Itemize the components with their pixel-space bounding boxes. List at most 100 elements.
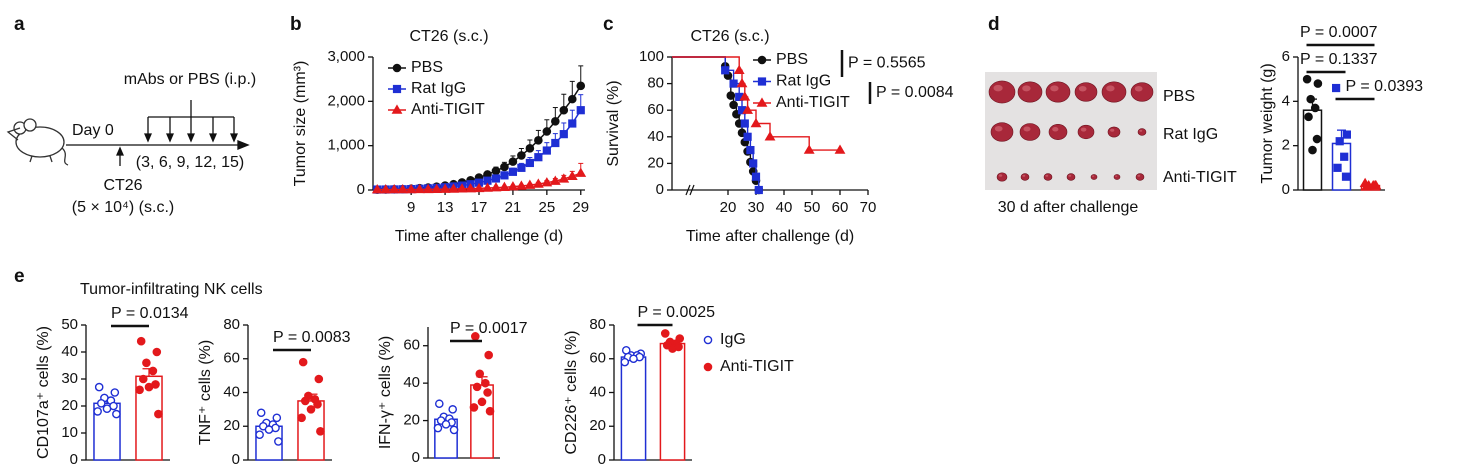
x-tick-label: 29 [572,199,589,216]
p-value: P = 0.0007 [1300,24,1378,41]
marker [472,382,482,392]
p-value: P = 0.0025 [638,304,716,321]
tumor-highlight [1110,128,1115,132]
p-value: P = 0.0083 [273,329,351,346]
y-tick-label: 0 [232,451,240,468]
tumor-highlight [998,174,1003,177]
marker [136,336,146,346]
chart-title: CT26 (s.c.) [409,28,488,45]
marker [729,100,738,110]
tumor [1130,82,1154,102]
x-tick-label: 60 [832,199,849,216]
marker [764,131,776,141]
panel-title: Tumor-infiltrating NK cells [80,281,263,298]
marker [441,420,451,429]
x-tick-label: 50 [804,199,821,216]
y-axis-label: CD107a⁺ cells (%) [35,326,52,459]
marker [274,437,283,446]
marker [750,117,762,128]
y-tick-label: 80 [647,75,664,92]
marker [491,166,501,176]
y-tick-label: 1,000 [327,137,365,154]
marker [142,358,151,368]
legend-label: Rat IgG [411,80,466,97]
marker [576,106,585,115]
y-tick-label: 0 [70,451,78,468]
marker [449,425,459,435]
y-tick-label: 60 [589,350,606,367]
marker [703,362,713,372]
marker [392,63,402,73]
x-tick-label: 20 [720,199,737,216]
marker [110,388,120,397]
marker [391,104,403,114]
tumor-highlight [1045,174,1049,177]
marker [549,175,561,185]
y-tick-label: 10 [61,424,78,441]
p-value: P = 0.0134 [111,305,189,322]
y-tick-label: 2 [1282,137,1290,154]
marker [380,184,392,194]
y-tick-label: 60 [403,337,420,354]
x-tick-label: 30 [748,199,765,216]
marker [620,357,630,367]
marker [316,427,325,436]
tumor [1101,81,1127,103]
y-tick-label: 6 [1282,48,1290,65]
y-tick-label: 20 [403,412,420,429]
x-tick-label: 21 [505,199,522,216]
marker [297,413,306,423]
marker [135,385,144,395]
tumor-highlight [1068,174,1072,177]
marker [568,119,577,128]
p-value: P = 0.0017 [450,320,528,337]
marker [517,151,526,160]
marker [482,182,493,192]
y-tick-label: 0 [357,181,365,198]
marker [515,180,527,190]
marker [576,81,586,91]
y-tick-label: 20 [61,397,78,414]
marker [481,378,490,388]
p-value: P = 0.1337 [1300,51,1378,68]
panel-label: b [290,14,302,35]
y-tick-label: 80 [589,316,606,333]
marker [465,183,476,193]
marker [371,184,383,194]
tumor [1077,124,1095,140]
marker [754,185,763,195]
day0-label: Day 0 [72,122,114,139]
marker [93,407,102,416]
y-tick-label: 4 [1282,92,1290,109]
tumor-highlight [993,84,1003,92]
y-axis-label: TNF⁺ cells (%) [197,340,214,445]
tumor-highlight [1139,129,1143,132]
legend-label: Rat IgG [776,73,831,90]
tumor [988,80,1016,104]
panel-label: e [14,266,25,287]
marker [1335,137,1344,146]
tumor-highlight [1052,127,1059,132]
marker [1340,152,1349,161]
mouse-icon [6,118,69,166]
y-tick-label: 20 [589,417,606,434]
marker [388,184,400,194]
marker [255,430,264,439]
x-tick-label: 17 [471,199,488,216]
marker [525,144,535,153]
tumor [1137,128,1147,136]
marker [551,138,560,148]
y-tick-label: 3,000 [327,48,365,65]
photo-caption: 30 d after challenge [998,199,1139,216]
tumor [1135,173,1145,181]
marker [414,183,426,194]
marker [507,181,519,191]
tumor-highlight [1134,85,1143,92]
marker [102,404,112,414]
marker [542,127,552,136]
p-value: P = 0.5565 [848,55,926,72]
legend-label: PBS [776,51,808,68]
tumor-highlight [1080,127,1087,132]
marker [313,400,322,409]
axis-break [689,184,695,196]
